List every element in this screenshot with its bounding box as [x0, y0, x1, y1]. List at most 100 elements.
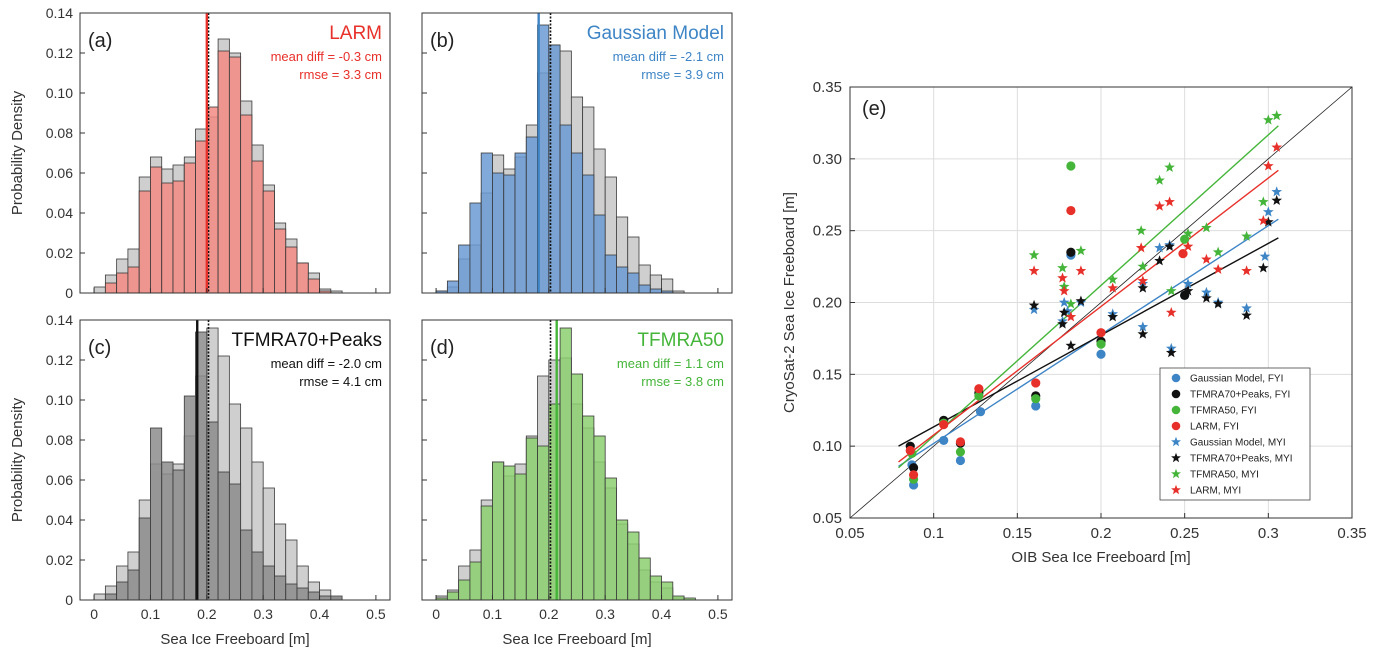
method-bar: [582, 415, 595, 601]
point-black-myi: [1137, 282, 1149, 293]
method-bar: [514, 473, 527, 601]
x-tick-label: 0.2: [1091, 525, 1112, 542]
method-bar: [307, 278, 320, 294]
method-bar: [627, 272, 640, 294]
x-axis-label: OIB Sea Ice Freeboard [m]: [1011, 549, 1190, 566]
point-red-myi: [1057, 272, 1068, 283]
point-red-fyi: [1096, 328, 1106, 338]
method-bar: [116, 581, 129, 601]
point-green-myi: [1271, 110, 1283, 121]
point-black-myi: [1271, 194, 1283, 206]
panel-label: (a): [88, 30, 112, 52]
method-bar: [593, 435, 606, 601]
point-blue-myi: [1154, 242, 1165, 253]
method-bar: [559, 124, 572, 294]
x-tick-label: 0.05: [835, 525, 864, 542]
method-bar: [150, 166, 163, 294]
method-bar: [296, 587, 309, 601]
point-black-myi: [1058, 306, 1070, 318]
method-bar: [127, 266, 140, 294]
method-bar: [217, 471, 230, 601]
point-green-fyi: [955, 447, 966, 457]
legend-label: TFMRA70+Peaks, FYI: [1190, 390, 1290, 401]
method-bar: [319, 595, 332, 601]
method-bar: [228, 483, 242, 601]
x-tick-label: 0.1: [141, 606, 161, 622]
legend-marker-blue: [1171, 373, 1181, 383]
point-red-fyi: [974, 384, 984, 394]
point-green-fyi: [1066, 161, 1076, 171]
y-tick-label: 0.14: [46, 312, 73, 328]
mean-diff-text: mean diff = 1.1 cm: [617, 356, 724, 371]
point-red-fyi: [939, 420, 949, 430]
point-green-myi: [1257, 196, 1269, 207]
point-black-myi: [1075, 295, 1087, 306]
y-tick-label: 0.02: [46, 245, 73, 261]
point-blue-myi: [1182, 278, 1194, 289]
method-bar: [458, 579, 471, 601]
y-axis-label: CryoSat-2 Sea Ice Freeboard [m]: [781, 192, 798, 413]
method-bar: [593, 214, 606, 294]
method-bar: [661, 581, 674, 601]
point-blue-fyi: [975, 407, 986, 417]
point-red-fyi: [908, 470, 919, 480]
method-bar: [172, 180, 185, 294]
point-red-myi: [1028, 265, 1040, 276]
method-bar: [514, 152, 527, 294]
panel-e: 0.05 0.1 0.15 0.2 0.25 0.3 0.35 0.05 0.10 0.15 0.2…: [781, 79, 1367, 566]
y-tick-label: 0.14: [46, 5, 73, 21]
method-bar: [330, 595, 343, 601]
point-blue-myi: [1201, 286, 1212, 297]
point-green-myi: [1241, 230, 1252, 241]
method-bar: [116, 272, 129, 294]
mean-diff-text: mean diff = -2.0 cm: [271, 356, 382, 371]
legend: Gaussian Model, FYI TFMRA70+Peaks, FYI TFM…: [1159, 367, 1311, 501]
method-bar: [138, 517, 151, 601]
legend-marker-red: [1171, 484, 1181, 495]
method-bar: [240, 114, 253, 294]
method-bar: [138, 190, 151, 294]
point-green-myi: [1212, 246, 1224, 257]
point-blue-myi: [1062, 305, 1073, 316]
point-black-myi: [1154, 255, 1165, 266]
legend-box: [1159, 367, 1311, 501]
y-tick-label: 0.06: [46, 165, 73, 181]
method-bar: [492, 172, 505, 294]
x-tick-label: 0.3: [595, 606, 615, 622]
point-red-myi: [1182, 240, 1194, 251]
y-tick-label: 0.06: [46, 472, 73, 488]
legend-marker-green: [1171, 405, 1181, 415]
point-green-myi: [1028, 249, 1040, 260]
point-red-myi: [1058, 285, 1070, 296]
point-black-myi: [1257, 262, 1269, 273]
point-green-myi: [1137, 260, 1149, 272]
point-green-fyi: [1031, 394, 1041, 404]
method-bar: [285, 583, 298, 601]
y-tick-label: 0.15: [813, 366, 842, 383]
method-bar: [503, 465, 516, 601]
method-bar: [228, 56, 242, 294]
y-tick-label: 0.08: [46, 125, 73, 141]
point-green-fyi: [1096, 339, 1106, 349]
method-bar: [672, 595, 685, 601]
plot-frame: [421, 319, 733, 601]
point-black-myi: [1065, 340, 1077, 351]
legend-marker-red: [1171, 421, 1181, 431]
method-bar: [217, 50, 230, 294]
rmse-text: rmse = 3.3 cm: [299, 67, 382, 82]
method-bar: [274, 575, 287, 601]
point-black-fyi: [908, 463, 919, 473]
method-name: Gaussian Model: [587, 23, 724, 44]
point-red-myi: [1257, 215, 1269, 226]
legend-label: TFMRA50, MYI: [1190, 470, 1259, 481]
point-green-fyi: [974, 391, 984, 401]
mean-diff-text: mean diff = -2.1 cm: [613, 49, 724, 64]
y-tick-label: 0.12: [46, 352, 73, 368]
method-bar: [525, 437, 538, 601]
method-bar: [296, 262, 309, 294]
mean-diff-text: mean diff = -0.3 cm: [271, 49, 382, 64]
one-to-one-line: [849, 86, 1353, 519]
method-name: LARM: [329, 23, 382, 44]
x-tick-label: 0.4: [652, 606, 672, 622]
point-blue-fyi: [955, 455, 966, 466]
